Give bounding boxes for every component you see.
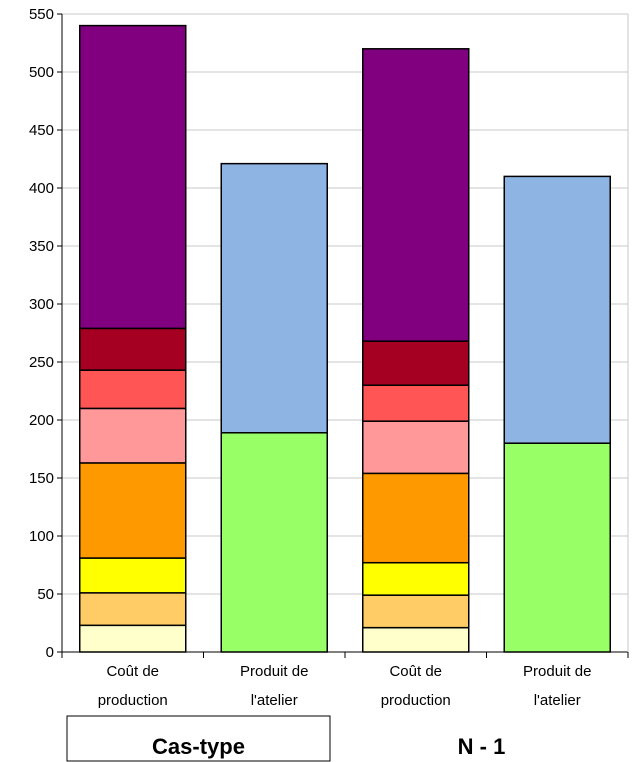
y-tick-label: 500 — [29, 64, 54, 81]
bar-segment — [79, 407, 187, 464]
group-label-box — [66, 715, 331, 762]
y-tick-label: 350 — [29, 238, 54, 255]
bar-segment — [362, 472, 470, 564]
bar-segment — [362, 594, 470, 629]
y-tick-label: 50 — [37, 586, 54, 603]
y-tick-label: 0 — [46, 644, 54, 661]
y-tick-label: 250 — [29, 354, 54, 371]
bar-segment — [79, 557, 187, 594]
x-category-label: Coût de — [389, 663, 442, 680]
bar-segment — [362, 626, 470, 653]
x-category-labels: Coût de production Produit de l'atelier Coût… — [98, 663, 592, 709]
x-category-label: Coût de — [106, 663, 159, 680]
bar-segment — [220, 162, 328, 434]
x-category-label: Produit de — [240, 663, 308, 680]
bar-segment — [220, 432, 328, 653]
y-tick-labels: 0 50 100 150 200 250 300 350 400 450 500 550 — [29, 6, 54, 661]
bars — [79, 24, 611, 653]
bar-segment — [362, 561, 470, 596]
group-label: N - 1 — [458, 734, 506, 759]
x-category-label: l'atelier — [534, 692, 581, 709]
x-category-label: l'atelier — [251, 692, 298, 709]
bar-segment — [362, 340, 470, 386]
bar-segment — [79, 24, 187, 330]
x-category-label: production — [98, 692, 168, 709]
y-tick-label: 300 — [29, 296, 54, 313]
group-labels: Cas-type N - 1 — [66, 715, 506, 762]
y-tick-label: 400 — [29, 180, 54, 197]
bar-segment — [362, 384, 470, 422]
bar-segment — [79, 369, 187, 410]
axes — [57, 13, 629, 658]
bar-segment — [79, 327, 187, 371]
bar-segment — [79, 462, 187, 559]
bar-segment — [79, 592, 187, 627]
x-category-label: Produit de — [523, 663, 591, 680]
y-tick-label: 100 — [29, 528, 54, 545]
bar-segment — [362, 48, 470, 342]
bar-segment — [503, 442, 611, 653]
y-tick-label: 150 — [29, 470, 54, 487]
y-tick-label: 200 — [29, 412, 54, 429]
bar-segment — [503, 175, 611, 444]
bar-segment — [362, 420, 470, 475]
y-tick-label: 450 — [29, 122, 54, 139]
x-category-label: production — [381, 692, 451, 709]
y-tick-label: 550 — [29, 6, 54, 23]
group-label: Cas-type — [152, 734, 245, 759]
bar-segment — [79, 624, 187, 653]
